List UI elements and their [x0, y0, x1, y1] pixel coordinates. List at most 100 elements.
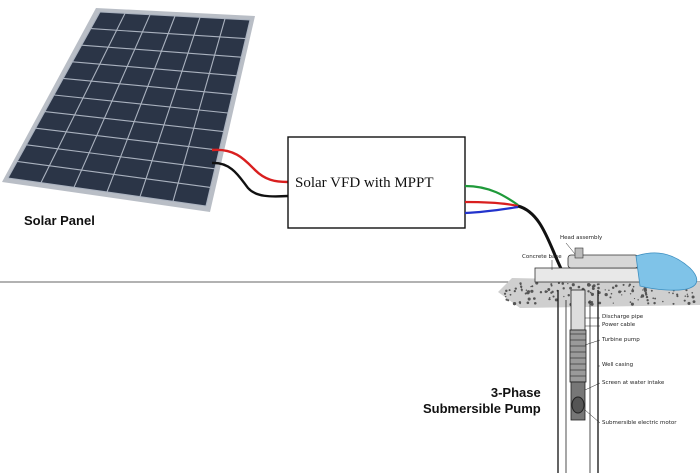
panel-grid-line [44, 111, 224, 133]
gravel-dot [550, 284, 553, 287]
gravel-dot [591, 287, 595, 290]
gravel-dot [597, 286, 600, 290]
gravel-dot [509, 293, 512, 296]
gravel-dot [598, 301, 602, 305]
gravel-dot [614, 284, 618, 288]
gravel-dot [646, 299, 649, 302]
gravel-dot [633, 297, 636, 300]
gravel-dot [610, 292, 613, 295]
gravel-dot [653, 301, 656, 305]
gravel-dot [513, 290, 516, 293]
panel-grid-line [17, 160, 211, 188]
gravel-dot [519, 283, 522, 286]
gravel-dot [551, 290, 554, 294]
gravel-dot [684, 295, 687, 297]
gravel-dot [672, 302, 675, 305]
callout-motor: Submersible electric motor [602, 420, 677, 426]
gravel-dot [629, 301, 632, 303]
gravel-dot [589, 291, 592, 294]
gravel-dot [547, 288, 551, 291]
solar-panel [2, 8, 255, 212]
panel-to-vfd-wires [211, 148, 289, 198]
callout-concrete-base: Concrete base [522, 254, 562, 260]
gravel-dot [609, 296, 612, 299]
panel-grid-line [99, 11, 251, 21]
gravel-dot [590, 302, 594, 306]
gravel-dot [640, 294, 645, 298]
gravel-dot [629, 293, 632, 295]
gravel-dot [512, 301, 517, 306]
vfd-box [287, 136, 466, 229]
gravel-dot [604, 289, 606, 291]
gravel-dot [561, 282, 565, 285]
gravel-dot [692, 296, 694, 299]
gravel-dot [604, 292, 608, 297]
gravel-dot [591, 301, 594, 303]
gravel-dot [668, 292, 670, 294]
gravel-dot [686, 293, 688, 295]
gravel-dot [525, 289, 528, 291]
gravel-dot [620, 290, 622, 293]
gravel-dot [654, 297, 657, 300]
gravel-dot [563, 295, 565, 298]
gravel-dot [642, 289, 644, 291]
gravel-dot [590, 292, 594, 296]
gravel-dot [621, 294, 623, 296]
gravel-dot [598, 291, 601, 294]
panel-grid-line [63, 77, 233, 95]
vfd-to-pump-wires [464, 184, 577, 311]
gravel-dot [562, 287, 565, 290]
solar-panel-label: Solar Panel [24, 213, 95, 228]
gravel-dot [503, 292, 507, 295]
gravel-dot [683, 299, 686, 302]
pump-label-line1: 3-Phase [490, 385, 541, 400]
gravel-dot [508, 289, 511, 292]
panel-grid-line [72, 61, 237, 77]
callout-head-assembly: Head assembly [560, 235, 603, 241]
gravel-dot [521, 290, 523, 292]
gravel-dot [612, 302, 614, 304]
gravel-dot [505, 289, 508, 293]
well-casing [557, 289, 599, 473]
gravel-dot [645, 293, 648, 296]
gravel-dot [637, 299, 639, 301]
vfd-label: Solar VFD with MPPT [295, 175, 434, 191]
gravel-dot [686, 295, 689, 298]
gravel-dot [623, 290, 626, 293]
gravel-dot [650, 289, 653, 292]
gravel-dot [632, 285, 635, 288]
gravel-dot [526, 301, 530, 305]
gravel-dot [527, 297, 531, 301]
gravel-dot [618, 290, 621, 294]
callout-lines [551, 242, 601, 424]
gravel-dot [643, 288, 648, 293]
callout-turbine-pump: Turbine pump [602, 337, 640, 343]
gravel-dot [519, 302, 521, 305]
gravel-dot [571, 283, 575, 287]
gravel-dot [531, 285, 534, 288]
gravel-dot [507, 299, 510, 302]
gravel-dot [539, 291, 543, 294]
gravel-dot [687, 301, 691, 305]
gravel-dot [577, 285, 581, 289]
gravel-dot [676, 293, 679, 296]
gravel-dot [611, 286, 615, 289]
gravel-dot [631, 289, 635, 293]
gravel-dot [591, 285, 595, 288]
gravel-dot [554, 298, 558, 302]
gravel-dot [569, 286, 572, 290]
gravel-dot [647, 302, 650, 305]
gravel-dot [548, 297, 551, 299]
gravel-dot [567, 294, 570, 297]
gravel-dot [622, 283, 625, 286]
gravel-dot [685, 289, 688, 292]
gravel-dot [546, 290, 549, 293]
pump-label-line2: Submersible Pump [423, 401, 541, 416]
gravel-dot [630, 302, 634, 306]
gravel-dot [596, 283, 599, 286]
gravel-dot [608, 289, 610, 292]
gravel-dot [532, 297, 536, 300]
gravel-dot [672, 292, 674, 295]
well-head [498, 247, 700, 308]
